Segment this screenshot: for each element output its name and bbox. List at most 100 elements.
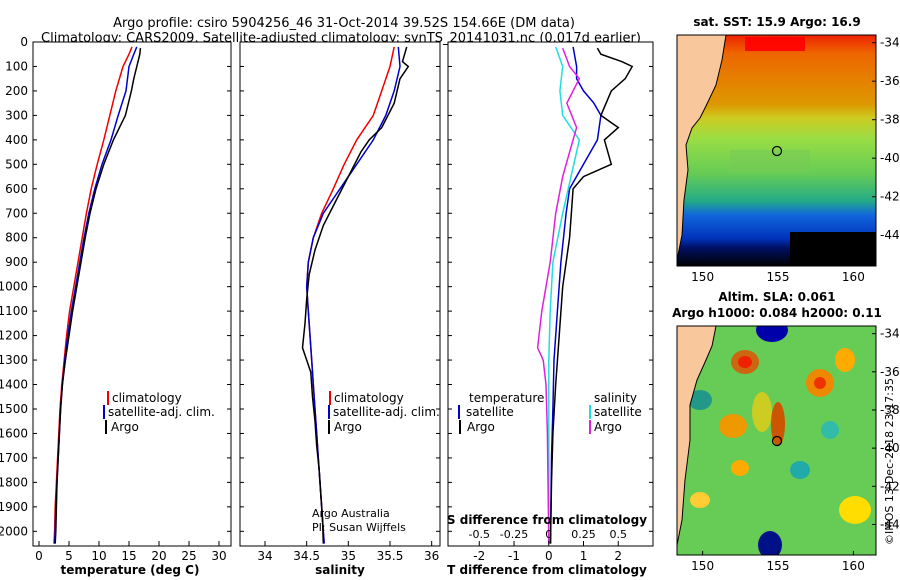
legend-satellite-adj: satellite-adj. clim. xyxy=(108,405,215,419)
x-tick-label: 1 xyxy=(580,549,588,563)
x-tick-label: 5 xyxy=(65,549,73,563)
map-x-tick-label: 160 xyxy=(842,270,865,284)
legend-argo: Argo xyxy=(334,420,362,434)
s-difference-label: S difference from climatology xyxy=(447,513,647,527)
s-tick-label: -0.25 xyxy=(500,528,528,541)
depth-tick-label: 700 xyxy=(5,206,28,220)
map-y-tick-label: -44 xyxy=(880,517,900,531)
x-tick-label: 35.5 xyxy=(377,549,404,563)
salinity-legend: climatology satellite-adj. clim. Argo xyxy=(328,391,440,434)
legend-satellite-adj: satellite-adj. clim. xyxy=(333,405,440,419)
x-tick-label: 15 xyxy=(121,549,136,563)
x-tick-label: 25 xyxy=(181,549,196,563)
map-y-tick-label: -40 xyxy=(880,151,900,165)
x-tick-label: 20 xyxy=(151,549,166,563)
depth-tick-label: 1900 xyxy=(0,500,28,514)
x-tick-label: 35 xyxy=(341,549,356,563)
map-y-tick-label: -40 xyxy=(880,441,900,455)
temperature-panel: 0 5 10 15 20 25 30 temperature (deg C) climato… xyxy=(32,41,232,577)
annotation-argo-australia: Argo Australia xyxy=(312,507,390,520)
s-tick-label: -0.5 xyxy=(469,528,490,541)
map-y-tick-label: -34 xyxy=(880,36,900,50)
map-x-tick-label: 150 xyxy=(691,270,714,284)
map-x-tick-label: 160 xyxy=(842,559,865,573)
depth-tick-label: 600 xyxy=(5,182,28,196)
depth-tick-label: 500 xyxy=(5,157,28,171)
s-tick-label: 0.25 xyxy=(571,528,596,541)
x-tick-label: -1 xyxy=(508,549,520,563)
timestamp-label: ©IMOS 13-Dec-2018 23:17:35 xyxy=(883,378,896,545)
legend-temperature-title: temperature xyxy=(469,391,544,405)
difference-legend: temperature satellite Argo salinity sate… xyxy=(458,391,642,434)
depth-tick-label: 300 xyxy=(5,108,28,122)
map-x-tick-label: 155 xyxy=(767,559,790,573)
map-y-tick-label: -42 xyxy=(880,479,900,493)
depth-tick-label: 1100 xyxy=(0,304,28,318)
depth-tick-label: 1300 xyxy=(0,353,28,367)
sla-map-title1: Altim. SLA: 0.061 xyxy=(718,290,835,304)
x-tick-label: 36 xyxy=(424,549,439,563)
x-tick-label: 34 xyxy=(257,549,272,563)
depth-tick-label: 1200 xyxy=(0,329,28,343)
temperature-legend: climatology satellite-adj. clim. Argo xyxy=(103,391,215,434)
x-tick-label: 0 xyxy=(35,549,43,563)
legend-t-satellite: satellite xyxy=(466,405,514,419)
depth-tick-label: 1000 xyxy=(0,280,28,294)
depth-tick-label: 1500 xyxy=(0,402,28,416)
legend-salinity-title: salinity xyxy=(594,391,637,405)
header-line1: Argo profile: csiro 5904256_46 31-Oct-20… xyxy=(113,16,575,31)
map-y-tick-label: -36 xyxy=(880,74,900,88)
s-tick-label: 0.5 xyxy=(610,528,628,541)
series-line-argo xyxy=(54,48,142,544)
salinity-xlabel: salinity xyxy=(315,563,365,577)
salinity-panel: 34 34.5 35 35.5 36 salinity climatology sate… xyxy=(239,41,441,577)
depth-tick-label: 900 xyxy=(5,255,28,269)
legend-s-satellite: satellite xyxy=(594,405,642,419)
legend-s-argo: Argo xyxy=(594,420,622,434)
map-y-tick-label: -34 xyxy=(880,327,900,341)
depth-tick-label: 1700 xyxy=(0,451,28,465)
map-y-tick-label: -38 xyxy=(880,113,900,127)
legend-climatology: climatology xyxy=(334,391,404,405)
map-y-tick-label: -44 xyxy=(880,228,900,242)
map-y-tick-label: -38 xyxy=(880,403,900,417)
x-tick-label: 0 xyxy=(545,549,553,563)
legend-climatology: climatology xyxy=(112,391,182,405)
annotation-pi: PI: Susan Wijffels xyxy=(312,521,406,534)
argo-float-marker xyxy=(771,145,783,157)
series-line-argo xyxy=(301,46,410,544)
series-line-s-satellite xyxy=(548,46,581,544)
sla-map-title2: Argo h1000: 0.084 h2000: 0.11 xyxy=(672,306,882,320)
depth-tick-label: 1600 xyxy=(0,426,28,440)
x-tick-label: 10 xyxy=(91,549,106,563)
map-x-tick-label: 150 xyxy=(691,559,714,573)
map-y-tick-label: -42 xyxy=(880,190,900,204)
series-line-s-argo xyxy=(536,47,581,544)
depth-tick-label: 800 xyxy=(5,231,28,245)
sst-map-title: sat. SST: 15.9 Argo: 16.9 xyxy=(693,15,860,29)
temperature-xlabel: temperature (deg C) xyxy=(61,563,200,577)
depth-tick-label: 400 xyxy=(5,133,28,147)
depth-tick-label: 1400 xyxy=(0,378,28,392)
map-y-tick-label: -36 xyxy=(880,365,900,379)
x-tick-label: -2 xyxy=(473,549,485,563)
depth-tick-label: 0 xyxy=(20,35,28,49)
depth-tick-label: 2000 xyxy=(0,524,28,538)
s-tick-label: 0 xyxy=(545,528,552,541)
map-x-tick-label: 155 xyxy=(767,270,790,284)
depth-tick-label: 200 xyxy=(5,84,28,98)
legend-argo: Argo xyxy=(111,420,139,434)
difference-panel: -2 -1 0 1 2 -0.5 -0.25 0 0.25 0.5 S difference f… xyxy=(447,41,654,577)
depth-axis: 0 100 200 300 400 500 600 700 800 900 1000 1100 1200… xyxy=(0,35,653,538)
x-tick-label: 30 xyxy=(211,549,226,563)
argo-float-marker xyxy=(771,435,783,447)
depth-tick-label: 100 xyxy=(5,59,28,73)
series-line-t-satellite xyxy=(549,46,602,544)
series-line-t-argo xyxy=(549,47,634,544)
sst-map: sat. SST: 15.9 Argo: 16.9 150 155 160 -34 -3… xyxy=(676,15,900,284)
x-tick-label: 34.5 xyxy=(293,549,320,563)
t-difference-xlabel: T difference from climatology xyxy=(447,563,647,577)
legend-t-argo: Argo xyxy=(467,420,495,434)
sla-map: Altim. SLA: 0.061 Argo h1000: 0.084 h200… xyxy=(672,290,900,573)
